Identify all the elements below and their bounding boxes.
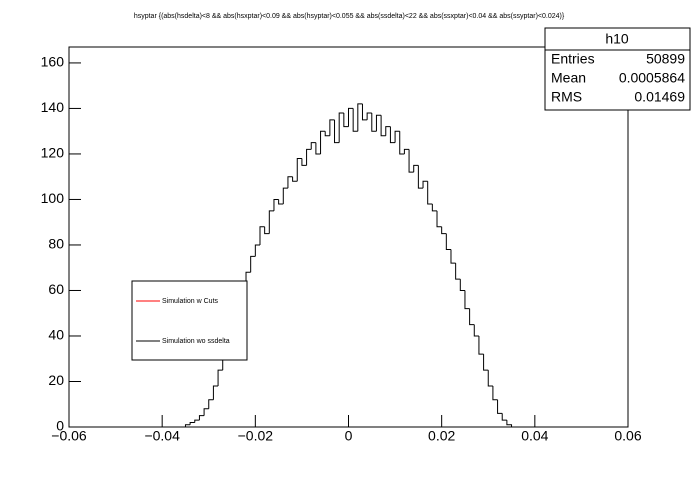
histogram-bin [441,226,447,235]
histogram-bin [399,131,405,155]
histogram-bin [343,112,349,128]
histogram-bin [380,115,386,137]
histogram-bin [385,126,391,136]
y-tick-label: 40 [48,327,64,343]
stats-title: h10 [605,31,629,47]
histogram-bin [455,263,461,280]
histogram-bin [487,370,493,387]
histogram-bin [250,255,256,273]
histogram-bin [361,103,368,121]
histogram-bin [506,420,513,427]
histogram-bin [375,114,382,132]
histogram-bin [306,148,312,166]
histogram-bin [212,385,219,400]
histogram-bin [408,149,414,173]
y-tick-label: 80 [48,236,64,252]
x-tick-label: 0.02 [428,428,455,444]
x-tick-label: −0.04 [144,428,180,444]
histogram-bin [497,399,503,414]
histogram-bin [413,164,419,173]
histogram-bin [436,210,442,228]
histogram-bin [273,198,279,211]
stats-key: RMS [551,89,582,105]
histogram-bin [366,112,372,120]
histogram-bin [417,165,424,189]
histogram-bin [189,421,195,425]
histogram-bin [194,419,200,423]
y-tick-label: 20 [48,372,64,388]
histogram-bin [203,408,209,416]
histogram-bin [310,142,316,150]
histogram-bin [324,131,330,137]
histogram-bin [492,386,498,401]
histogram-bin [268,210,274,234]
histogram-bin [282,187,288,205]
stats-value: 50899 [646,51,685,67]
histogram-bin [478,335,484,355]
x-tick-label: −0.06 [51,428,87,444]
histogram-bin [469,308,475,326]
histogram-bin [198,415,205,421]
histogram-bin [287,176,293,189]
histogram-bin [445,233,451,251]
legend-box [131,280,248,361]
stats-value: 0.0005864 [619,70,685,86]
histogram-bin [208,399,214,409]
legend-label: Simulation wo ssdelta [162,338,230,345]
histogram-bin [259,226,265,245]
histogram-bin [348,107,354,127]
y-tick-label: 60 [48,281,64,297]
histogram-bin [217,369,223,387]
histogram-bin [473,324,479,337]
histogram-bin [315,142,321,155]
histogram-bin [483,354,489,371]
stats-value: 0.01469 [634,89,685,105]
x-tick-label: 0.06 [614,428,641,444]
histogram-bin [464,290,470,310]
histogram-bin [352,108,358,132]
histogram-bin [278,199,284,205]
histogram-bin [292,176,298,182]
histogram-bin [450,249,456,264]
histogram-bin [403,148,410,154]
histogram-bin [459,279,465,291]
x-tick-label: 0.04 [521,428,548,444]
histogram-bin [357,103,363,132]
histogram-bin [371,112,377,132]
histogram-bin [338,112,344,143]
legend-label: Simulation w Cuts [162,298,219,305]
histogram-bin [184,424,191,427]
y-tick-label: 100 [41,190,65,206]
histogram-bin [389,126,396,144]
histogram-bin [264,226,270,235]
histogram-bin [334,119,340,144]
stats-key: Mean [551,70,586,86]
histogram-bin [501,413,507,421]
histogram-bin [427,181,433,205]
histogram-bin [320,130,326,154]
histogram-bin [329,119,335,136]
histogram-bin [254,244,260,257]
histogram-bin [422,180,428,189]
histogram-bin [301,158,307,166]
histogram-bin [296,157,302,182]
y-tick-label: 140 [41,99,65,115]
y-tick-label: 0 [56,418,64,434]
y-tick-label: 160 [41,54,65,70]
x-tick-label: −0.02 [238,428,274,444]
histogram-bin [431,204,438,212]
chart-title: hsyptar {(abs(hsdelta)<8 && abs(hsxptar)… [134,13,565,20]
stats-box [544,27,691,111]
y-tick-label: 120 [41,145,65,161]
x-tick-label: 0 [345,428,353,444]
histogram-bin [394,130,400,143]
stats-key: Entries [551,51,595,67]
